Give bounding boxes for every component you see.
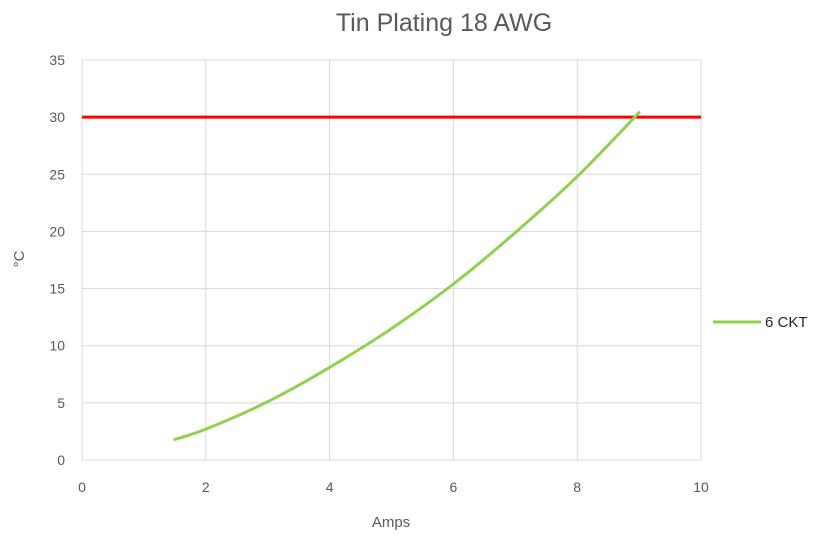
plot-area-border — [81, 59, 702, 461]
y-tick-label: 25 — [49, 166, 65, 182]
y-axis-ticks: 0 5 10 15 20 25 30 35 — [49, 52, 65, 468]
x-tick-label: 4 — [326, 479, 334, 495]
plot-border — [81, 59, 702, 461]
y-tick-label: 5 — [57, 395, 65, 411]
x-axis-ticks: 0 2 4 6 8 10 — [78, 479, 709, 495]
x-tick-label: 10 — [693, 479, 709, 495]
x-tick-label: 6 — [450, 479, 458, 495]
y-axis-label: °C — [11, 250, 28, 267]
legend: 6 CKT — [713, 314, 808, 331]
y-tick-label: 35 — [49, 52, 65, 68]
x-tick-label: 0 — [78, 479, 86, 495]
series-line-6-ckt — [173, 111, 641, 441]
legend-label-6-ckt: 6 CKT — [765, 314, 808, 331]
y-tick-label: 30 — [49, 109, 65, 125]
series-group — [173, 111, 641, 441]
x-axis-label: Amps — [372, 514, 410, 531]
x-tick-label: 2 — [202, 479, 210, 495]
y-tick-label: 20 — [49, 223, 65, 239]
y-tick-label: 0 — [57, 452, 65, 468]
x-tick-label: 8 — [573, 479, 581, 495]
y-tick-label: 10 — [49, 338, 65, 354]
y-tick-label: 15 — [49, 281, 65, 297]
grid — [81, 59, 702, 461]
chart-title: Tin Plating 18 AWG — [336, 9, 552, 37]
